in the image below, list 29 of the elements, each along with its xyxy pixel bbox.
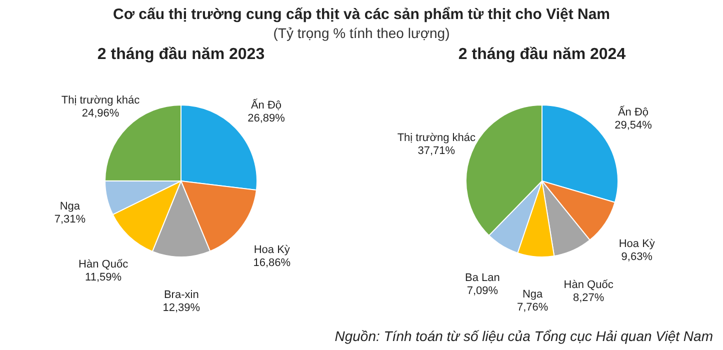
data-label: 7,31% (54, 214, 86, 226)
slice-label: Hoa Kỳ (254, 244, 290, 256)
slice-label: Hàn Quốc (78, 258, 128, 270)
slice-label: Ba Lan (465, 272, 500, 284)
slice-label: Hàn Quốc (564, 279, 614, 292)
data-label: 7,09% (467, 285, 499, 298)
data-label: 9,63% (622, 251, 653, 264)
text: Nguồn: Tính toán từ số liệu của Tổng cục Hải quan Việt Nam (334, 328, 713, 344)
slice-label: Nga (522, 288, 544, 301)
slice-label: Thị trường khác (398, 132, 476, 144)
data-label: 12,39% (162, 302, 200, 314)
chart-title: 2 tháng đầu năm 2024 (458, 46, 626, 63)
slice-label: Ấn Độ (250, 98, 282, 112)
data-label: 11,59% (84, 271, 122, 284)
chart-title: 2 tháng đầu năm 2023 (97, 46, 264, 63)
slice-label: Ấn Độ (618, 106, 649, 119)
data-label: 24,96% (82, 107, 120, 120)
data-label: 8,27% (573, 292, 605, 304)
data-label: 37,71% (418, 145, 456, 158)
text: Cơ cấu thị trường cung cấp thịt và các sản phẩm từ thịt cho Việt Nam (112, 6, 612, 23)
slice-label: Nga (60, 200, 81, 213)
data-label: 29,54% (614, 120, 652, 132)
slice-label: Thị trường khác (61, 94, 140, 106)
data-label: 16,86% (252, 256, 290, 269)
slice-label: Hoa Kỳ (619, 238, 656, 250)
data-label: 26,89% (247, 112, 285, 124)
data-label: 7,76% (517, 302, 549, 314)
text: (Tỷ trọng % tính theo lượng) (272, 25, 451, 41)
slice-label: Bra-xin (164, 289, 199, 301)
